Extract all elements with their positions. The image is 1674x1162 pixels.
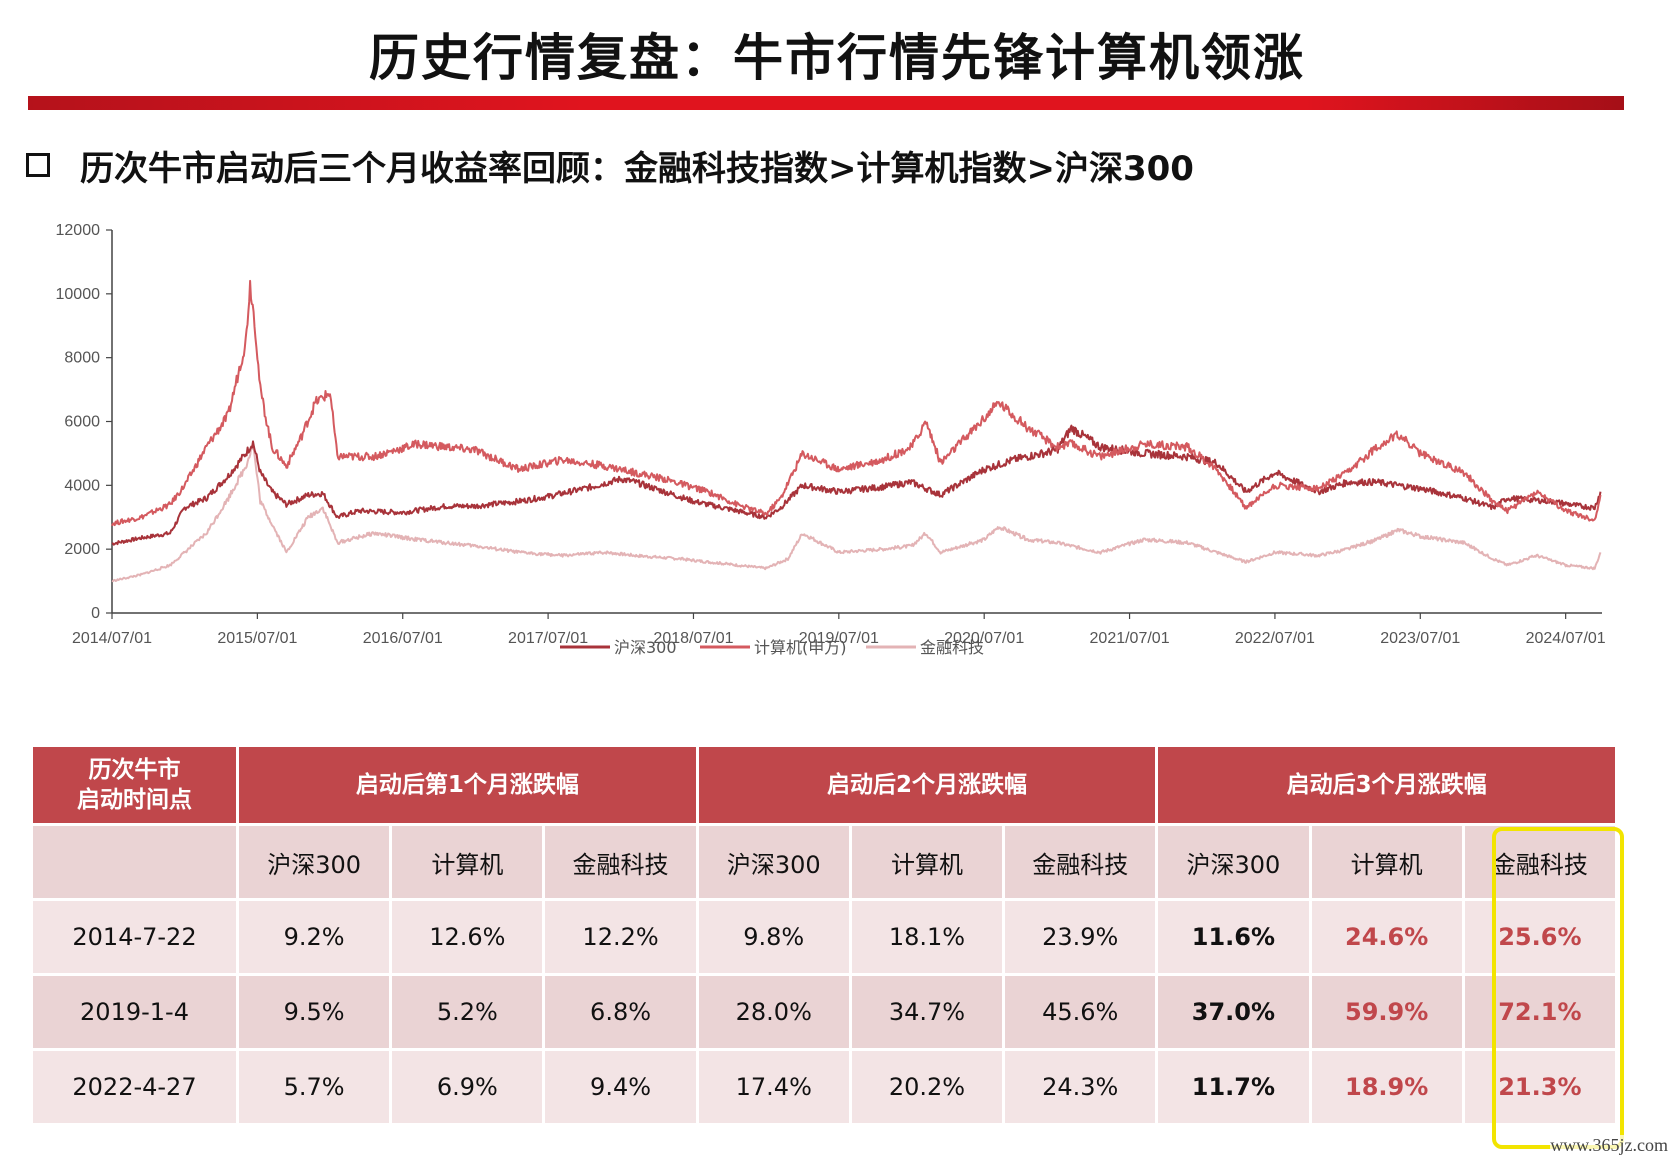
- table-cell: 9.2%: [239, 901, 390, 973]
- series-line-1: [111, 279, 1602, 527]
- x-tick-label: 2015/07/01: [217, 630, 297, 647]
- subheader-computer: 计算机: [851, 826, 1003, 898]
- row-date: 2022-4-27: [33, 1051, 236, 1123]
- row-date: 2019-1-4: [33, 976, 236, 1048]
- table-cell: 9.5%: [239, 976, 390, 1048]
- page-title: 历史行情复盘：牛市行情先锋计算机领涨: [369, 29, 1305, 87]
- table-cell: 5.7%: [239, 1051, 390, 1123]
- subheader-hs300: 沪深300: [1158, 826, 1309, 898]
- returns-table: 历次牛市 启动时间点 启动后第1个月涨跌幅 启动后2个月涨跌幅 启动后3个月涨跌…: [30, 744, 1618, 1126]
- table-cell: 6.8%: [545, 976, 696, 1048]
- table-cell: 9.8%: [698, 901, 849, 973]
- title-underline-bar: [28, 96, 1624, 110]
- subheader-hs300: 沪深300: [239, 826, 390, 898]
- x-tick-label: 2017/07/01: [508, 630, 588, 647]
- series-line-0: [111, 424, 1602, 546]
- legend-label: 计算机(申万): [754, 638, 847, 657]
- corner-header: 历次牛市 启动时间点: [33, 747, 236, 823]
- group-header-month2: 启动后2个月涨跌幅: [698, 747, 1156, 823]
- chart-series: [111, 279, 1602, 583]
- group-header-month1: 启动后第1个月涨跌幅: [239, 747, 696, 823]
- subheader-fintech: 金融科技: [1005, 826, 1156, 898]
- subheader-computer: 计算机: [1311, 826, 1462, 898]
- table-cell: 12.2%: [545, 901, 696, 973]
- table-row: 2014-7-22 9.2% 12.6% 12.2% 9.8% 18.1% 23…: [33, 901, 1615, 973]
- chart-legend: 沪深300 计算机(申万) 金融科技: [560, 638, 984, 657]
- table-cell: 11.7%: [1158, 1051, 1309, 1123]
- x-tick-label: 2020/07/01: [944, 630, 1024, 647]
- y-tick-label: 6000: [64, 414, 100, 431]
- table-cell: 9.4%: [545, 1051, 696, 1123]
- legend-label: 金融科技: [920, 638, 984, 657]
- table-cell: 18.9%: [1311, 1051, 1462, 1123]
- y-tick-label: 8000: [64, 350, 100, 367]
- table-cell: 24.3%: [1005, 1051, 1156, 1123]
- table-cell: 23.9%: [1005, 901, 1156, 973]
- table-cell: 24.6%: [1311, 901, 1462, 973]
- table-cell: 20.2%: [851, 1051, 1003, 1123]
- table-cell: 17.4%: [698, 1051, 849, 1123]
- legend-label: 沪深300: [614, 638, 677, 657]
- table-cell: 6.9%: [392, 1051, 543, 1123]
- table-cell: 37.0%: [1158, 976, 1309, 1048]
- square-bullet-icon: [26, 153, 50, 177]
- x-tick-label: 2016/07/01: [363, 630, 443, 647]
- y-tick-label: 12000: [56, 222, 101, 239]
- subheader-fintech: 金融科技: [1464, 826, 1615, 898]
- table-row: 2022-4-27 5.7% 6.9% 9.4% 17.4% 20.2% 24.…: [33, 1051, 1615, 1123]
- y-axis: 0 2000 4000 6000 8000 10000 12000: [56, 222, 113, 622]
- subheader-blank: [33, 826, 236, 898]
- series-line-2: [111, 443, 1602, 583]
- row-date: 2014-7-22: [33, 901, 236, 973]
- table-cell: 28.0%: [698, 976, 849, 1048]
- x-tick-label: 2024/07/01: [1526, 630, 1606, 647]
- x-tick-label: 2018/07/01: [653, 630, 733, 647]
- table-cell: 72.1%: [1464, 976, 1615, 1048]
- y-tick-label: 10000: [56, 286, 101, 303]
- x-tick-label: 2021/07/01: [1090, 630, 1170, 647]
- section-subtitle: 历次牛市启动后三个月收益率回顾：金融科技指数>计算机指数>沪深300: [80, 148, 1194, 189]
- table-cell: 21.3%: [1464, 1051, 1615, 1123]
- table-cell: 25.6%: [1464, 901, 1615, 973]
- table-cell: 45.6%: [1005, 976, 1156, 1048]
- table-cell: 18.1%: [851, 901, 1003, 973]
- fintech-highlight-box: [1492, 827, 1624, 1149]
- table-row: 2019-1-4 9.5% 5.2% 6.8% 28.0% 34.7% 45.6…: [33, 976, 1615, 1048]
- table-cell: 59.9%: [1311, 976, 1462, 1048]
- y-tick-label: 2000: [64, 541, 100, 558]
- subheader-fintech: 金融科技: [545, 826, 696, 898]
- subheader-computer: 计算机: [392, 826, 543, 898]
- section-heading: 历次牛市启动后三个月收益率回顾：金融科技指数>计算机指数>沪深300: [26, 142, 1194, 189]
- table-cell: 5.2%: [392, 976, 543, 1048]
- corner-header-line2: 启动时间点: [77, 787, 192, 813]
- y-tick-label: 0: [91, 605, 100, 622]
- x-tick-label: 2022/07/01: [1235, 630, 1315, 647]
- x-axis: 2014/07/01 2015/07/01 2016/07/01 2017/07/01…: [72, 612, 1606, 647]
- watermark: www.365jz.com: [1550, 1135, 1668, 1156]
- group-header-month3: 启动后3个月涨跌幅: [1158, 747, 1615, 823]
- table-cell: 12.6%: [392, 901, 543, 973]
- x-tick-label: 2019/07/01: [799, 630, 879, 647]
- y-tick-label: 4000: [64, 477, 100, 494]
- x-tick-label: 2023/07/01: [1380, 630, 1460, 647]
- corner-header-line1: 历次牛市: [88, 757, 181, 783]
- table-cell: 11.6%: [1158, 901, 1309, 973]
- x-tick-label: 2014/07/01: [72, 630, 152, 647]
- table-cell: 34.7%: [851, 976, 1003, 1048]
- subheader-hs300: 沪深300: [698, 826, 849, 898]
